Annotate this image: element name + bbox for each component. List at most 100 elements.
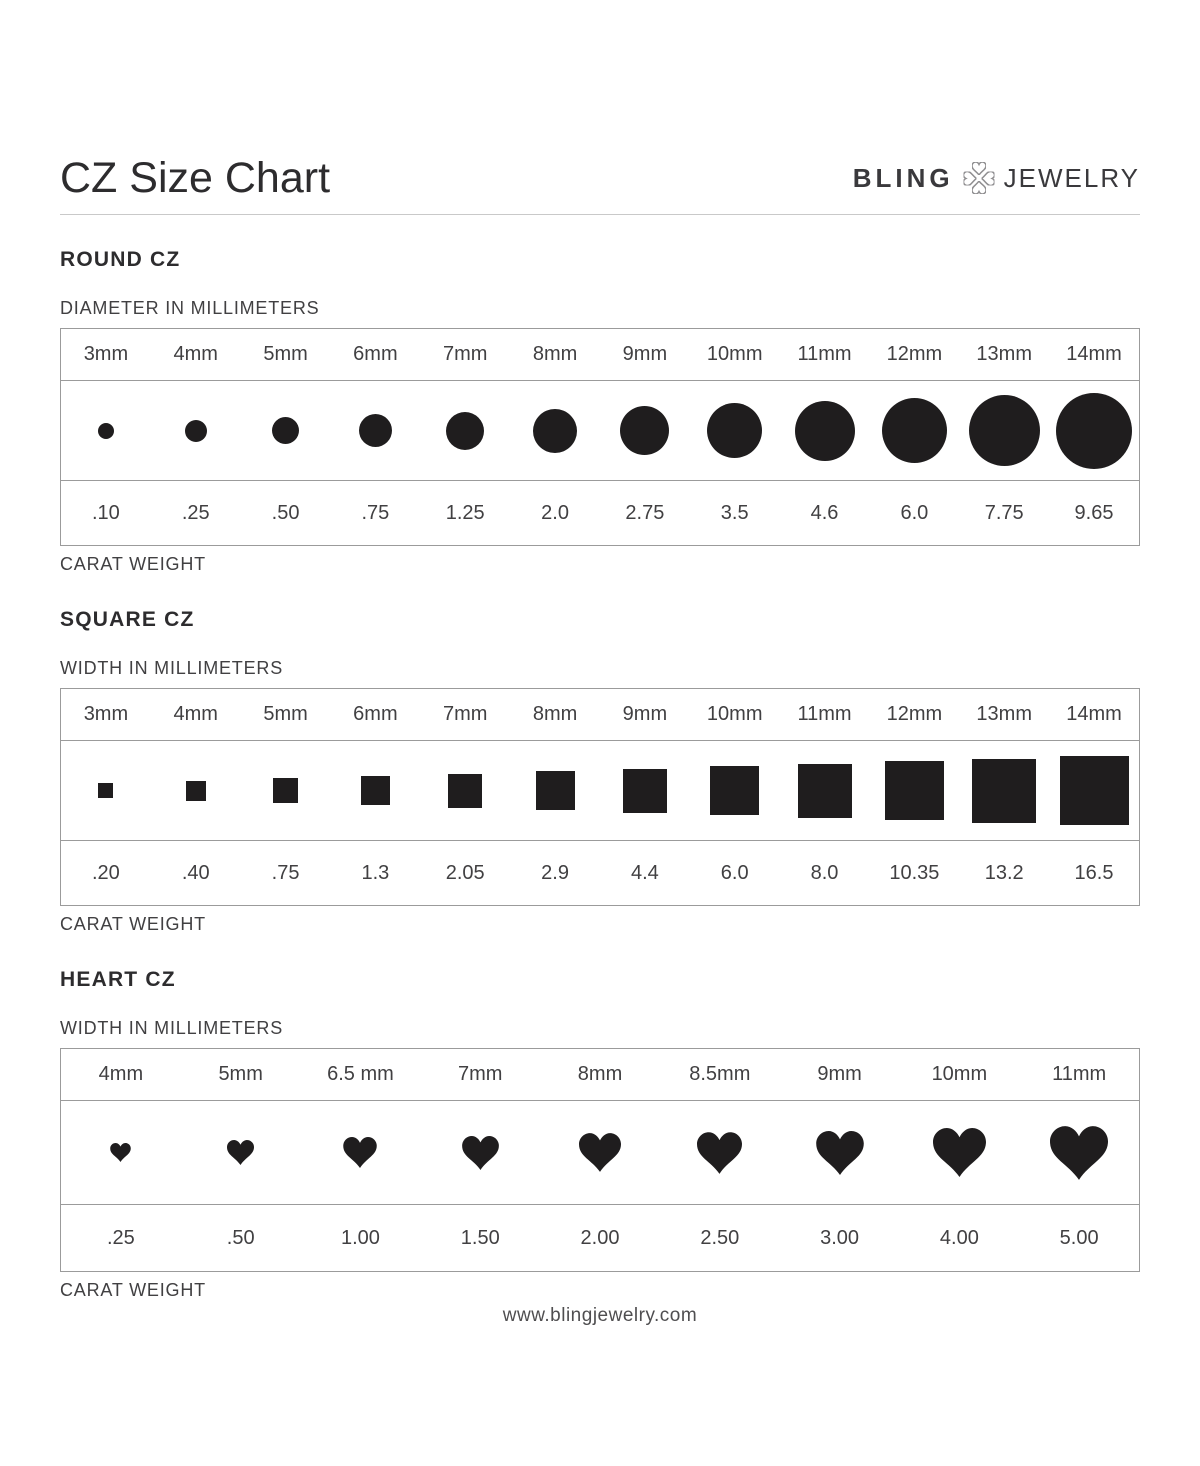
dimension-label: DIAMETER IN MILLIMETERS [60, 298, 320, 319]
mm-size-label: 4mm [173, 343, 218, 366]
brand-name-bling: BLING [852, 162, 954, 193]
heart-shape [932, 1128, 986, 1178]
heart-outline-icon [971, 181, 986, 195]
section-heart-cz: HEART CZ WIDTH IN MILLIMETERS 4mm 5mm 6.5 … [60, 968, 1140, 1301]
shape-cell [510, 381, 600, 480]
square-shape [535, 771, 575, 811]
shape-cell [330, 381, 420, 480]
carat-weight-row: .10 .25 .50 .75 1.25 2.0 2.75 3.5 4.6 6.0 7.75 9.65 [61, 481, 1139, 545]
shape-cell [241, 741, 331, 840]
mm-size-label: 3mm [83, 703, 129, 726]
shape-row [61, 741, 1139, 842]
mm-size-label: 6mm [353, 703, 398, 726]
shape-cell [1019, 1101, 1139, 1204]
round-size-table: 3mm 4mm 5mm 6mm 7mm 8mm 9mm 10mm 11mm 12mm 13mm 14m… [60, 328, 1140, 547]
mm-size-label: 14mm [1066, 343, 1122, 366]
section-heading: ROUND CZ [60, 248, 181, 272]
mm-size-row: 4mm 5mm 6.5 mm 7mm 8mm 8.5mm 9mm 10mm 11mm [61, 1049, 1139, 1102]
circle-shape [184, 419, 207, 442]
mm-size-row: 3mm 4mm 5mm 6mm 7mm 8mm 9mm 10mm 11mm 12mm 13mm 14m… [61, 689, 1139, 742]
square-shape [360, 776, 390, 806]
shape-cell [690, 741, 780, 840]
carat-weight-value: .20 [92, 861, 120, 884]
carat-weight-value: .75 [271, 861, 300, 884]
shape-cell [510, 741, 600, 840]
mm-size-row: 3mm 4mm 5mm 6mm 7mm 8mm 9mm 10mm 11mm 12mm 13mm 14m… [61, 329, 1139, 382]
mm-size-label: 8mm [532, 703, 578, 726]
square-shape [622, 768, 667, 813]
shape-cell [420, 1101, 540, 1204]
shape-cell [61, 381, 151, 480]
section-round-cz: ROUND CZ DIAMETER IN MILLIMETERS 3mm 4mm 5… [60, 248, 1140, 575]
heart-shape [815, 1130, 864, 1175]
heart-outline-icon [963, 171, 977, 186]
carat-weight-value: 8.0 [810, 861, 839, 884]
carat-weight-label: CARAT WEIGHT [60, 1280, 206, 1301]
carat-weight-value: 6.0 [720, 861, 749, 884]
carat-weight-value: 2.75 [625, 501, 665, 524]
square-shape [972, 758, 1037, 823]
carat-weight-value: 2.05 [445, 861, 485, 884]
circle-shape [446, 411, 485, 450]
carat-weight-value: 9.65 [1074, 501, 1114, 524]
mm-size-label: 13mm [976, 343, 1032, 366]
mm-size-label: 4mm [173, 703, 218, 726]
carat-weight-value: .75 [361, 501, 390, 524]
shape-cell [301, 1101, 421, 1204]
website-url: www.blingjewelry.com [502, 1305, 698, 1327]
header-divider [60, 214, 1140, 216]
mm-size-label: 5mm [218, 1063, 263, 1086]
heart-outline-icon [971, 162, 986, 176]
carat-weight-value: 4.6 [810, 501, 839, 524]
square-shape [710, 766, 760, 816]
brand-logo: BLING JEWELRY [852, 162, 1140, 195]
shape-cell [780, 381, 870, 480]
dimension-label: WIDTH IN MILLIMETERS [60, 1018, 284, 1039]
circle-shape [358, 414, 392, 448]
shape-cell [1049, 741, 1139, 840]
mm-size-label: 4mm [98, 1063, 144, 1086]
carat-weight-value: .40 [181, 861, 210, 884]
shape-cell [959, 741, 1049, 840]
shape-cell [780, 1101, 900, 1204]
heart-shape [227, 1140, 255, 1166]
carat-weight-value: 2.00 [580, 1226, 620, 1249]
square-size-table: 3mm 4mm 5mm 6mm 7mm 8mm 9mm 10mm 11mm 12mm 13mm 14m… [60, 688, 1140, 907]
shape-cell [151, 741, 241, 840]
circle-shape [97, 422, 114, 439]
shape-cell [1049, 381, 1139, 480]
square-shape [273, 778, 299, 804]
shape-cell [690, 381, 780, 480]
mm-size-label: 11mm [797, 343, 852, 366]
circle-shape [1056, 392, 1133, 469]
mm-size-label: 6mm [353, 343, 398, 366]
mm-size-label: 8mm [532, 343, 578, 366]
shape-cell [330, 741, 420, 840]
mm-size-label: 12mm [886, 703, 943, 726]
mm-size-label: 3mm [83, 343, 129, 366]
shape-cell [420, 741, 510, 840]
carat-weight-value: 3.00 [820, 1226, 860, 1249]
carat-weight-value: 1.50 [460, 1226, 500, 1249]
shape-cell [600, 741, 690, 840]
carat-weight-value: 1.25 [445, 501, 485, 524]
carat-weight-value: .50 [271, 501, 300, 524]
square-shape [98, 783, 114, 799]
shape-cell [151, 381, 241, 480]
carat-weight-value: 4.00 [939, 1226, 979, 1249]
square-shape [797, 763, 852, 818]
shape-row [61, 381, 1139, 482]
carat-weight-row: .25 .50 1.00 1.50 2.00 2.50 3.00 4.00 5.00 [61, 1205, 1139, 1271]
carat-weight-row: .20 .40 .75 1.3 2.05 2.9 4.4 6.0 8.0 10.35 13.2 16.… [61, 841, 1139, 905]
square-shape [884, 761, 944, 821]
heart-clover-icon [963, 162, 995, 195]
circle-shape [881, 398, 947, 464]
dimension-label: WIDTH IN MILLIMETERS [60, 658, 284, 679]
mm-size-label: 14mm [1066, 703, 1122, 726]
square-shape [1059, 756, 1129, 826]
carat-weight-value: .25 [106, 1226, 135, 1249]
circle-shape [620, 406, 670, 456]
carat-weight-value: 10.35 [889, 861, 940, 884]
mm-size-label: 9mm [622, 343, 668, 366]
cz-size-chart-page: CZ Size Chart BLING JEWELRY ROUND CZ DIA… [60, 155, 1140, 1327]
